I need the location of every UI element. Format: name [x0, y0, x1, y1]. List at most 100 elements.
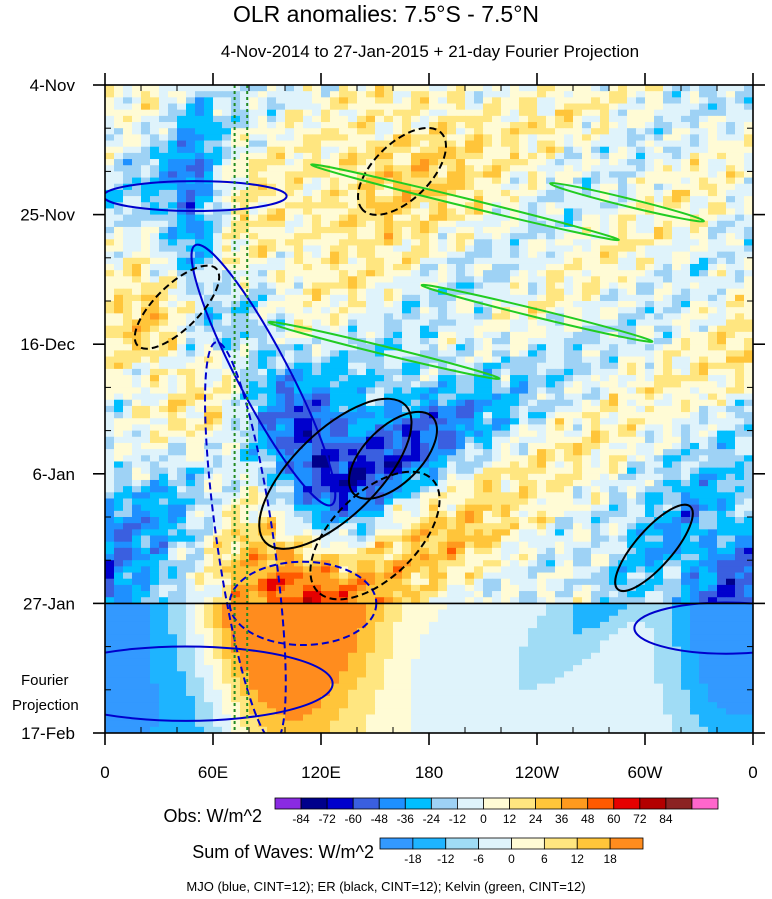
heatmap-cell	[168, 307, 178, 314]
heatmap-cell	[546, 196, 556, 203]
heatmap-cell	[357, 307, 367, 314]
heatmap-cell	[267, 362, 277, 370]
heatmap-cell	[591, 301, 601, 308]
heatmap-cell	[681, 97, 691, 104]
heatmap-cell	[294, 257, 304, 265]
heatmap-cell	[519, 214, 529, 222]
heatmap-cell	[402, 165, 412, 172]
heatmap-cell	[258, 412, 268, 419]
heatmap-cell	[267, 350, 277, 357]
heatmap-cell	[708, 479, 718, 487]
heatmap-cell	[663, 239, 673, 246]
heatmap-cell	[465, 442, 475, 450]
heatmap-cell	[186, 399, 196, 407]
heatmap-cell	[249, 270, 259, 277]
heatmap-cell	[276, 436, 286, 444]
heatmap-cell	[501, 122, 511, 129]
heatmap-cell	[213, 393, 223, 401]
heatmap-cell	[348, 257, 358, 265]
heatmap-cell	[375, 479, 385, 487]
heatmap-cell	[618, 226, 628, 234]
heatmap-cell	[285, 196, 295, 203]
heatmap-cell	[249, 455, 259, 462]
heatmap-cell	[447, 313, 457, 320]
heatmap-cell	[402, 103, 412, 111]
heatmap-cell	[222, 152, 232, 160]
heatmap-cell	[573, 128, 583, 135]
heatmap-cell	[465, 492, 475, 499]
heatmap-cell	[663, 381, 673, 388]
heatmap-cell	[510, 412, 520, 419]
heatmap-cell	[114, 177, 124, 185]
heatmap-cell	[375, 245, 385, 253]
heatmap-cell	[447, 325, 457, 333]
heatmap-cell	[483, 362, 493, 370]
heatmap-cell	[555, 393, 565, 401]
heatmap-cell	[564, 362, 574, 370]
heatmap-cell	[456, 171, 466, 178]
heatmap-cell	[222, 91, 232, 98]
heatmap-cell	[384, 479, 394, 487]
heatmap-cell	[429, 350, 439, 357]
heatmap-cell	[681, 467, 691, 475]
heatmap-cell	[438, 282, 448, 290]
heatmap-cell	[366, 251, 376, 259]
heatmap-cell	[267, 442, 277, 450]
heatmap-cell	[123, 189, 133, 197]
heatmap-cell	[465, 301, 475, 308]
heatmap-cell	[339, 356, 349, 364]
heatmap-cell	[330, 442, 340, 450]
heatmap-cell	[627, 202, 637, 209]
heatmap-cell	[249, 288, 259, 296]
heatmap-cell	[726, 233, 736, 240]
heatmap-cell	[384, 159, 394, 166]
heatmap-cell	[366, 97, 376, 104]
heatmap-cell	[573, 436, 583, 444]
heatmap-cell	[429, 486, 439, 493]
heatmap-cell	[537, 276, 547, 283]
heatmap-cell	[555, 307, 565, 314]
heatmap-cell	[573, 486, 583, 493]
heatmap-cell	[411, 239, 421, 246]
heatmap-cell	[402, 202, 412, 209]
heatmap-cell	[213, 85, 223, 92]
heatmap-cell	[564, 233, 574, 240]
heatmap-cell	[231, 387, 241, 394]
heatmap-cell	[591, 381, 601, 388]
heatmap-cell	[429, 467, 439, 475]
heatmap-cell	[708, 208, 718, 215]
heatmap-cell	[357, 325, 367, 333]
heatmap-cell	[249, 257, 259, 265]
heatmap-cell	[141, 442, 151, 450]
heatmap-cell	[150, 393, 160, 401]
heatmap-cell	[744, 196, 753, 203]
heatmap-cell	[717, 424, 727, 431]
heatmap-cell	[618, 479, 628, 487]
heatmap-cell	[132, 399, 142, 407]
heatmap-cell	[555, 313, 565, 320]
heatmap-cell	[717, 430, 727, 438]
heatmap-cell	[123, 449, 133, 456]
heatmap-cell	[555, 288, 565, 296]
heatmap-cell	[582, 97, 592, 104]
heatmap-cell	[447, 270, 457, 277]
heatmap-cell	[582, 183, 592, 191]
heatmap-cell	[231, 294, 241, 302]
heatmap-cell	[168, 455, 178, 462]
heatmap-cell	[654, 301, 664, 308]
heatmap-cell	[393, 344, 403, 351]
heatmap-cell	[663, 368, 673, 376]
heatmap-cell	[231, 251, 241, 259]
heatmap-cell	[132, 159, 142, 166]
heatmap-cell	[402, 430, 412, 438]
heatmap-cell	[375, 338, 385, 345]
heatmap-cell	[672, 152, 682, 160]
heatmap-cell	[213, 109, 223, 117]
heatmap-cell	[204, 387, 214, 394]
heatmap-cell	[744, 442, 753, 450]
heatmap-cell	[366, 226, 376, 234]
heatmap-cell	[294, 146, 304, 154]
heatmap-cell	[645, 301, 655, 308]
heatmap-cell	[186, 214, 196, 222]
heatmap-cell	[672, 122, 682, 129]
